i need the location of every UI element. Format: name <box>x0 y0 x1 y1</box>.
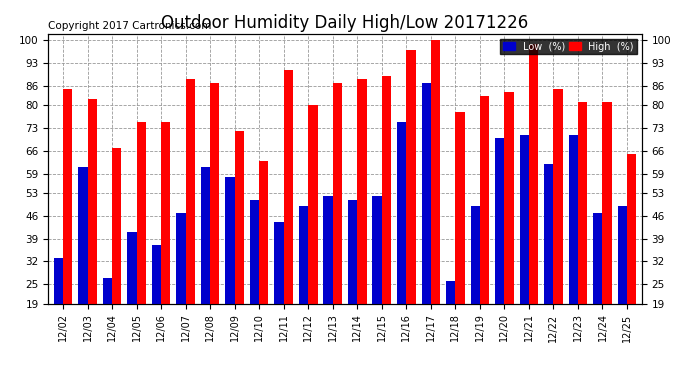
Bar <box>275 222 284 366</box>
Bar <box>103 278 112 366</box>
Bar <box>284 69 293 366</box>
Bar <box>112 148 121 366</box>
Bar <box>63 89 72 366</box>
Bar <box>471 206 480 366</box>
Bar <box>308 105 317 366</box>
Bar <box>137 122 146 366</box>
Bar <box>593 213 602 366</box>
Bar <box>382 76 391 366</box>
Bar <box>226 177 235 366</box>
Bar <box>373 196 382 366</box>
Bar <box>431 40 440 366</box>
Bar <box>544 164 553 366</box>
Text: Copyright 2017 Cartronics.com: Copyright 2017 Cartronics.com <box>48 21 212 31</box>
Bar <box>127 232 137 366</box>
Bar <box>152 245 161 366</box>
Bar <box>235 131 244 366</box>
Bar <box>602 102 612 366</box>
Bar <box>259 160 268 366</box>
Bar <box>333 82 342 366</box>
Bar <box>578 102 587 366</box>
Bar <box>78 167 88 366</box>
Bar <box>618 206 627 366</box>
Bar <box>250 200 259 366</box>
Bar <box>186 79 195 366</box>
Bar <box>397 122 406 366</box>
Bar <box>504 92 513 366</box>
Bar <box>54 258 63 366</box>
Bar <box>201 167 210 366</box>
Legend: Low  (%), High  (%): Low (%), High (%) <box>500 39 637 54</box>
Bar <box>177 213 186 366</box>
Bar <box>495 138 504 366</box>
Bar <box>299 206 308 366</box>
Bar <box>627 154 636 366</box>
Bar <box>422 82 431 366</box>
Bar <box>455 112 464 366</box>
Bar <box>480 96 489 366</box>
Bar <box>553 89 563 366</box>
Bar <box>88 99 97 366</box>
Bar <box>210 82 219 366</box>
Bar <box>161 122 170 366</box>
Bar <box>569 135 578 366</box>
Bar <box>520 135 529 366</box>
Bar <box>324 196 333 366</box>
Bar <box>446 281 455 366</box>
Bar <box>348 200 357 366</box>
Bar <box>357 79 366 366</box>
Title: Outdoor Humidity Daily High/Low 20171226: Outdoor Humidity Daily High/Low 20171226 <box>161 14 529 32</box>
Bar <box>529 44 538 366</box>
Bar <box>406 50 415 366</box>
